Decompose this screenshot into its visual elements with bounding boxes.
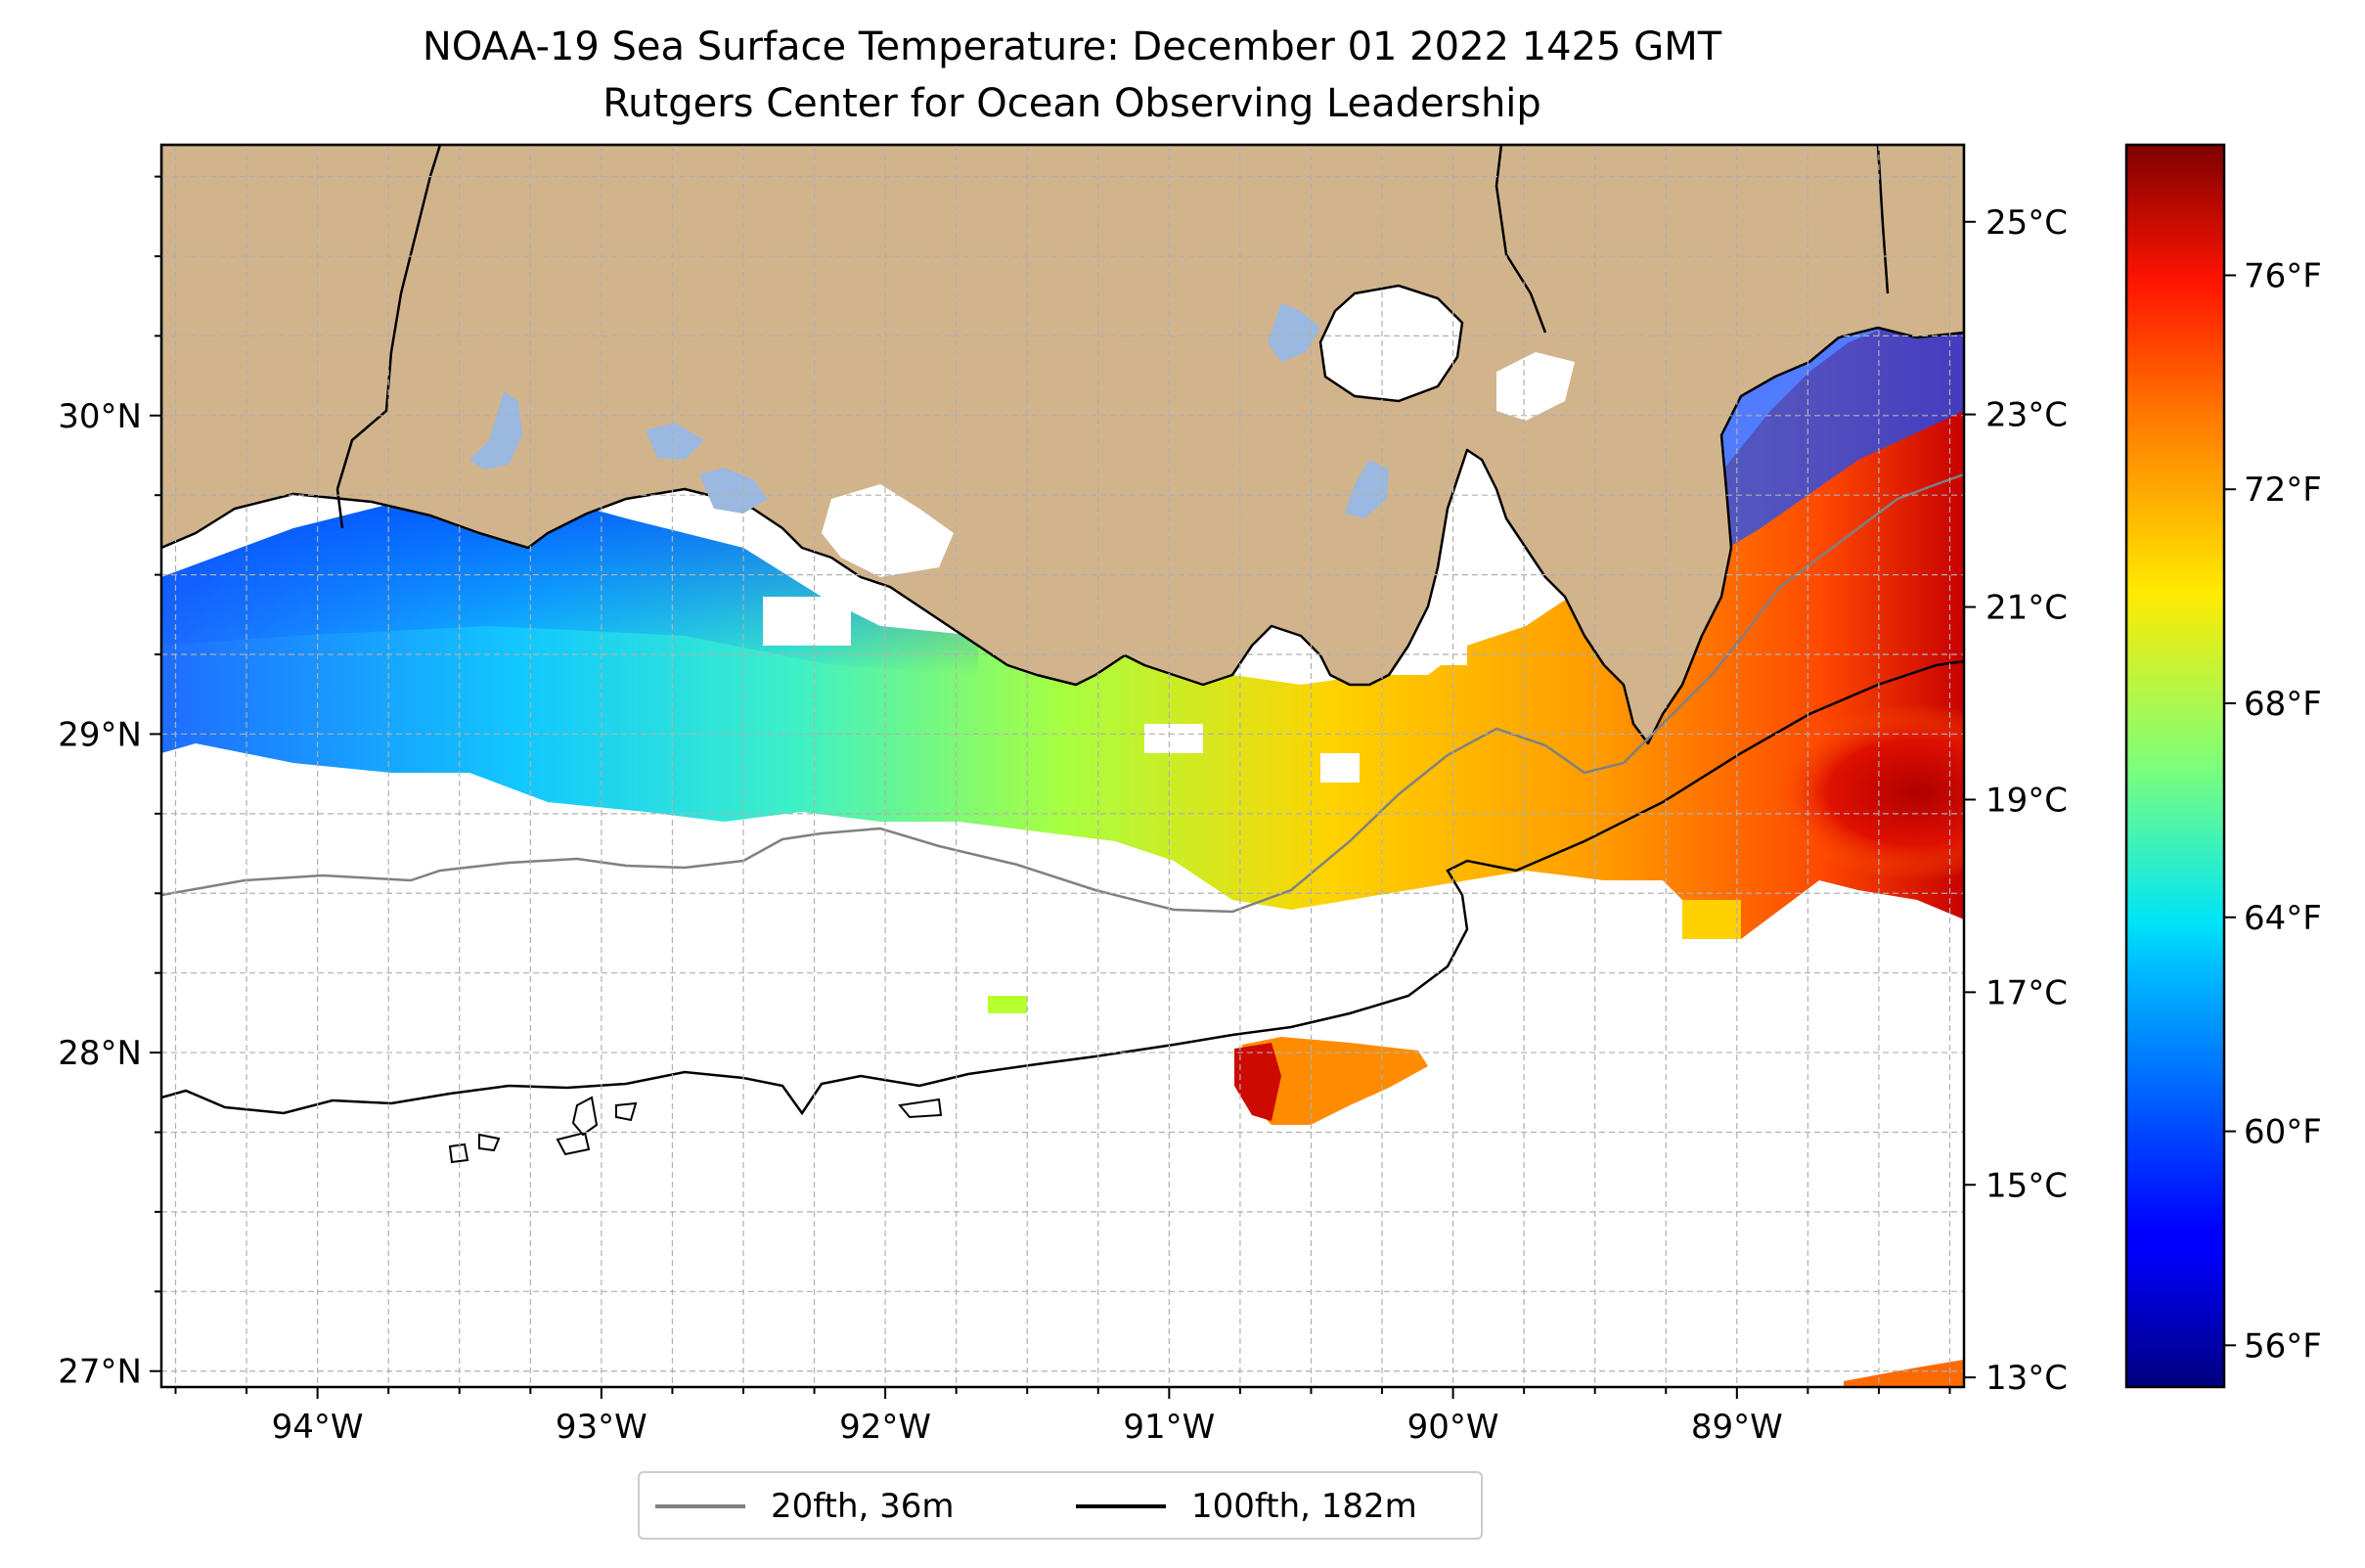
fahrenheit-tick-label: 76°F [2244,256,2322,295]
data-gap [1144,724,1203,753]
colorbar-fahrenheit-axis: 76°F 72°F 68°F 64°F 60°F 56°F [2224,256,2322,1366]
offshore-hot-patch [1234,1043,1281,1121]
legend-swatch-100fth [1076,1504,1166,1508]
lat-tick-label: 29°N [58,715,142,754]
isobath-100fth [161,659,1964,1116]
colorbar [2124,143,2226,1389]
data-gap [1320,753,1360,783]
legend-label-100fth: 100fth, 182m [1191,1487,1417,1526]
fahrenheit-tick-label: 60°F [2244,1113,2322,1152]
legend: 20fth, 36m 100fth, 182m [638,1471,1483,1540]
fahrenheit-tick-label: 72°F [2244,470,2322,510]
map-subtitle: Rutgers Center for Ocean Observing Leade… [602,81,1541,126]
legend-item-20fth: 20fth, 36m [655,1483,955,1530]
lake-verret [1345,460,1389,518]
south-warm-patch [1844,1360,1964,1387]
lon-tick-label: 94°W [272,1408,364,1447]
map-title: NOAA-19 Sea Surface Temperature: Decembe… [422,24,1722,69]
land-area [161,145,1964,745]
celsius-tick-label: 23°C [1986,396,2068,435]
fahrenheit-tick-label: 64°F [2244,899,2322,938]
lat-tick-label: 28°N [58,1034,142,1073]
sst-fragment [1682,900,1741,939]
lake-grand [646,423,704,460]
vermilion-bay [822,484,954,577]
fahrenheit-tick-label: 68°F [2244,685,2322,724]
fahrenheit-tick-label: 56°F [2244,1326,2322,1366]
lake-pontchartrain [1318,284,1464,403]
longitude-axis: 94°W 93°W 92°W 91°W 90°W 89°W [174,1387,1951,1447]
isobath-20fth [161,472,1964,914]
lake-white [699,468,768,514]
celsius-tick-label: 17°C [1986,973,2068,1012]
lon-tick-label: 93°W [556,1408,647,1447]
lat-tick-label: 27°N [58,1353,142,1392]
data-gap [763,597,851,646]
lat-tick-label: 30°N [58,397,142,436]
state-boundary [1876,145,1890,294]
map-frame [159,143,1966,1389]
colorbar-celsius-axis: 25°C 23°C 21°C 19°C 17°C 15°C 13°C [1964,203,2068,1398]
lon-tick-label: 89°W [1691,1408,1783,1447]
lon-tick-label: 90°W [1407,1408,1499,1447]
lake-calcasieu [469,391,522,470]
latitude-axis: 30°N 29°N 28°N 27°N [58,175,161,1392]
barataria-bay [1496,352,1575,421]
celsius-tick-label: 13°C [1986,1359,2068,1398]
sst-data-layer [161,284,1964,1387]
map-gridlines [161,145,1964,1387]
celsius-tick-label: 19°C [1986,781,2068,820]
legend-label-20fth: 20fth, 36m [771,1487,955,1526]
map-area [161,145,1964,1387]
sst-fragment [988,996,1027,1013]
state-boundary [1495,145,1547,334]
warm-eddy [1770,704,1964,880]
state-boundary [335,145,442,529]
lon-tick-label: 91°W [1123,1408,1215,1447]
celsius-tick-label: 15°C [1986,1166,2068,1205]
legend-swatch-20fth [655,1504,745,1508]
lake-maurepas [1268,303,1320,362]
celsius-tick-label: 25°C [1986,203,2068,243]
lon-tick-label: 92°W [839,1408,931,1447]
celsius-tick-label: 21°C [1986,589,2068,628]
legend-item-100fth: 100fth, 182m [1076,1483,1417,1530]
sst-swath [161,313,1964,939]
